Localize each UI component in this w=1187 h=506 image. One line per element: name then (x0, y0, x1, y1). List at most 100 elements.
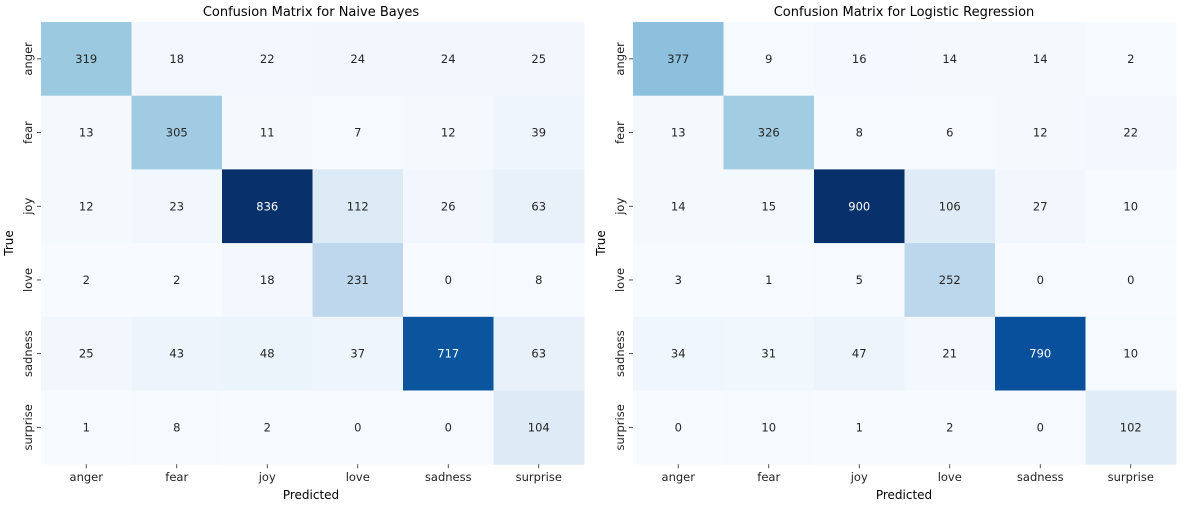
y-tick-label: anger (21, 42, 35, 76)
cell-value-label: 0 (1127, 273, 1134, 287)
x-axis-label: Predicted (876, 488, 932, 502)
cell-value-label: 7 (354, 126, 361, 140)
cell-value-label: 2 (83, 273, 90, 287)
heatmap-cell (41, 95, 132, 170)
cell-value-label: 43 (169, 347, 184, 361)
cell-value-label: 0 (1037, 420, 1044, 434)
heatmap-cell (904, 316, 996, 391)
heatmap-cell (995, 390, 1086, 465)
cell-value-label: 34 (671, 347, 686, 361)
y-tick-label: joy (613, 198, 627, 216)
cell-value-label: 14 (942, 52, 957, 66)
heatmap-cell (814, 243, 905, 318)
heatmap-cell (131, 169, 223, 244)
heatmap-cell (312, 169, 404, 244)
heatmap-cell (904, 95, 996, 170)
y-tick-label: love (613, 268, 627, 292)
cell-value-label: 12 (441, 126, 456, 140)
heatmap-cell (403, 316, 494, 391)
chart-title: Confusion Matrix for Logistic Regression (774, 5, 1035, 20)
x-tick-label: joy (258, 470, 276, 484)
heatmap-cell (904, 390, 996, 465)
heatmap-logistic-regression: Confusion Matrix for Logistic Regression… (594, 5, 1177, 502)
cell-value-label: 3 (675, 273, 682, 287)
x-tick-label: love (346, 470, 370, 484)
cell-value-label: 112 (347, 199, 369, 213)
cell-value-label: 836 (256, 199, 278, 213)
cell-value-label: 21 (942, 347, 957, 361)
heatmap-cell (633, 316, 724, 391)
y-tick-label: fear (21, 121, 35, 144)
cell-value-label: 1 (856, 420, 863, 434)
heatmap-cell (403, 243, 494, 318)
cell-value-label: 10 (1123, 347, 1138, 361)
x-tick-label: sadness (425, 470, 472, 484)
heatmap-cell (41, 316, 132, 391)
cell-value-label: 231 (347, 273, 369, 287)
y-tick-label: love (21, 268, 35, 292)
cell-value-label: 13 (79, 126, 94, 140)
heatmap-cell (493, 243, 585, 318)
cell-value-label: 8 (173, 420, 180, 434)
heatmap-cell (723, 316, 815, 391)
cell-value-label: 900 (848, 199, 870, 213)
y-tick-label: surprise (21, 404, 35, 450)
heatmap-cell (312, 390, 404, 465)
cell-value-label: 47 (852, 347, 867, 361)
heatmap-cell (222, 169, 313, 244)
chart-title: Confusion Matrix for Naive Bayes (203, 5, 420, 20)
cell-value-label: 14 (671, 199, 686, 213)
cell-value-label: 0 (445, 273, 452, 287)
cell-value-label: 26 (441, 199, 456, 213)
cell-value-label: 24 (350, 52, 365, 66)
x-tick-label: sadness (1017, 470, 1064, 484)
cell-value-label: 39 (531, 126, 546, 140)
heatmap-naive-bayes: Confusion Matrix for Naive Bayes Predict… (2, 5, 585, 502)
heatmap-cell (723, 243, 815, 318)
cell-value-label: 9 (765, 52, 772, 66)
heatmap-cell (633, 390, 724, 465)
cell-value-label: 2 (173, 273, 180, 287)
cell-value-label: 14 (1033, 52, 1048, 66)
heatmap-cell (131, 22, 223, 97)
heatmap-cell (403, 390, 494, 465)
y-tick-label: joy (21, 198, 35, 216)
heatmap-cell (131, 243, 223, 318)
cell-value-label: 8 (856, 126, 863, 140)
cell-value-label: 23 (169, 199, 184, 213)
heatmap-cell (493, 316, 585, 391)
cell-value-label: 18 (169, 52, 184, 66)
cell-value-label: 102 (1120, 420, 1142, 434)
y-tick-label: anger (613, 42, 627, 76)
cell-value-label: 37 (350, 347, 365, 361)
heatmap-cell (814, 95, 905, 170)
cell-value-label: 48 (260, 347, 275, 361)
heatmap-cell (904, 169, 996, 244)
cell-value-label: 10 (1123, 199, 1138, 213)
heatmap-cell (222, 390, 313, 465)
cell-value-label: 252 (939, 273, 961, 287)
heatmap-cell (222, 316, 313, 391)
heatmap-cell (403, 169, 494, 244)
heatmap-cell (995, 243, 1086, 318)
heatmap-cell (633, 22, 724, 97)
x-tick-label: anger (662, 470, 696, 484)
heatmap-cell (904, 243, 996, 318)
heatmap-cell (1085, 95, 1177, 170)
cell-value-label: 10 (761, 420, 776, 434)
cell-value-label: 2 (1127, 52, 1134, 66)
cell-value-label: 377 (667, 52, 689, 66)
x-tick-label: anger (70, 470, 104, 484)
heatmap-cell (723, 22, 815, 97)
heatmap-cell (814, 390, 905, 465)
cell-value-label: 31 (761, 347, 776, 361)
y-tick-label: fear (613, 121, 627, 144)
heatmap-cell (633, 95, 724, 170)
heatmap-cell (814, 169, 905, 244)
cell-value-label: 0 (675, 420, 682, 434)
heatmap-cell (222, 22, 313, 97)
heatmap-cell (1085, 390, 1177, 465)
heatmap-cell (814, 316, 905, 391)
x-tick-label: fear (165, 470, 188, 484)
